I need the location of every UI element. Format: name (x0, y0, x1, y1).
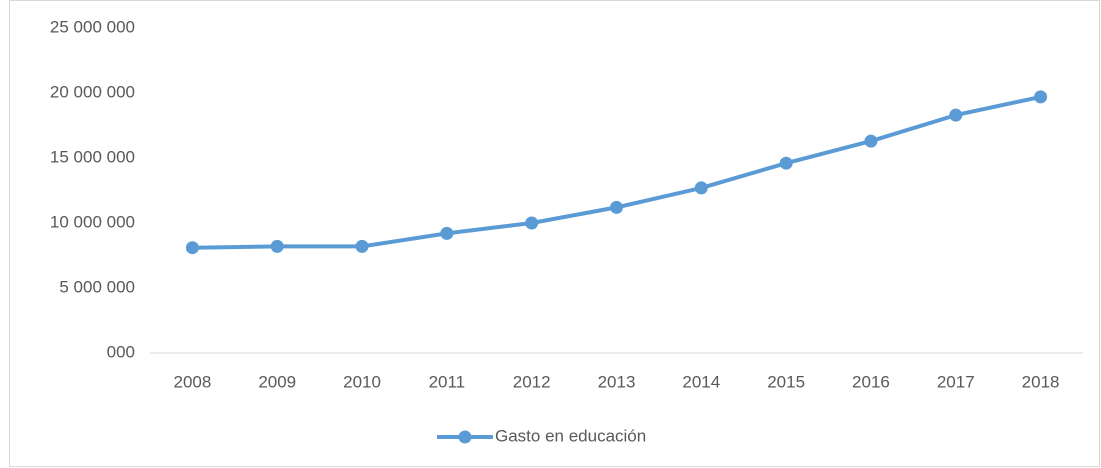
x-tick-label: 2011 (429, 372, 466, 391)
x-tick-label: 2017 (937, 372, 975, 391)
x-tick-label: 2016 (852, 372, 890, 391)
y-tick-label: 000 (107, 342, 135, 361)
x-tick-label: 2014 (682, 372, 720, 391)
marker (694, 181, 708, 195)
x-tick-label: 2008 (173, 372, 211, 391)
y-tick-label: 20 000 000 (50, 82, 135, 101)
x-tick-label: 2013 (598, 372, 636, 391)
y-tick-label: 5 000 000 (59, 277, 135, 296)
legend-label: Gasto en educación (495, 426, 646, 445)
marker (355, 239, 369, 253)
marker (525, 216, 539, 230)
x-tick-label: 2012 (513, 372, 551, 391)
marker (864, 134, 878, 148)
y-tick-label: 15 000 000 (50, 147, 135, 166)
y-tick-label: 10 000 000 (50, 212, 135, 231)
marker (610, 200, 623, 214)
marker (270, 239, 284, 253)
marker (779, 156, 793, 170)
marker (949, 108, 963, 122)
x-tick-label: 2015 (767, 372, 805, 391)
x-tick-label: 2009 (258, 372, 296, 391)
y-tick-label: 25 000 000 (50, 17, 135, 36)
marker (185, 241, 199, 255)
x-tick-label: 2010 (343, 372, 381, 391)
marker (1034, 90, 1048, 104)
x-tick-label: 2018 (1022, 372, 1060, 391)
marker (440, 226, 454, 240)
chart-border (9, 0, 1100, 467)
legend-marker (458, 430, 472, 444)
